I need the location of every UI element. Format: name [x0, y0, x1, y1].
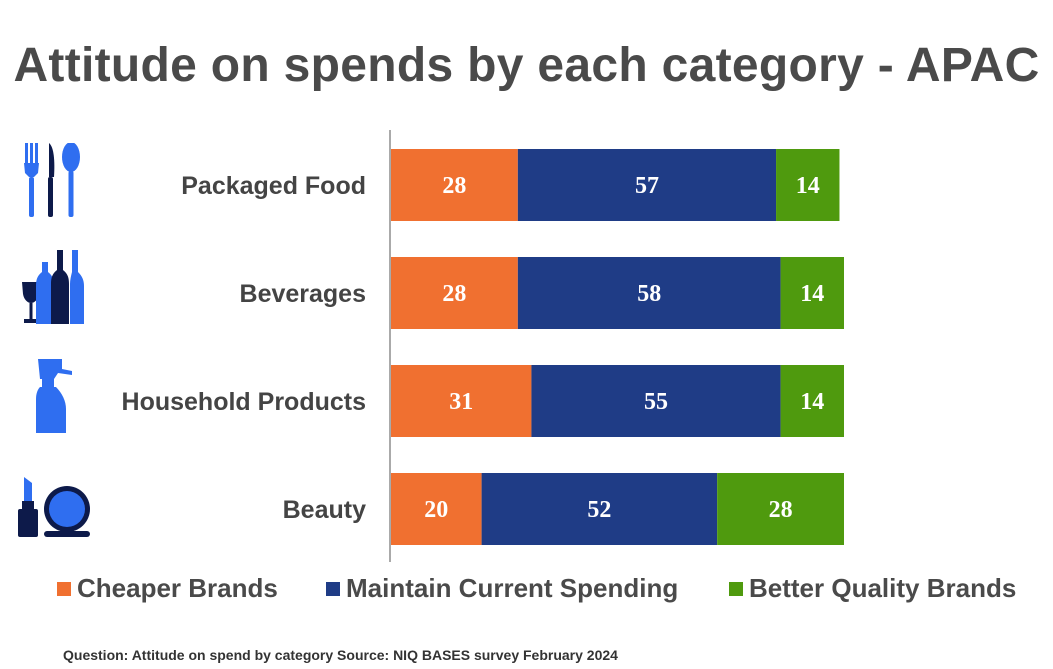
data-label-better-beauty: 28: [769, 497, 793, 523]
cutlery-icon: [24, 143, 80, 217]
category-label-beauty: Beauty: [283, 496, 366, 524]
data-label-better-beverages: 14: [800, 281, 824, 307]
legend-label-cheaper: Cheaper Brands: [77, 573, 278, 603]
chart-legend: Cheaper Brands Maintain Current Spending…: [57, 573, 1047, 607]
legend-item-better: Better Quality Brands: [729, 573, 1016, 604]
category-label-packaged-food: Packaged Food: [181, 172, 366, 200]
legend-label-maintain: Maintain Current Spending: [346, 573, 679, 603]
legend-swatch-cheaper: [57, 581, 71, 596]
legend-item-cheaper: Cheaper Brands: [57, 573, 278, 604]
bar-maintain-household-products: [531, 365, 781, 437]
category-label-beverages: Beverages: [240, 280, 366, 308]
chart-title: Attitude on spends by each category - AP…: [13, 39, 1040, 92]
data-label-maintain-beauty: 52: [587, 497, 611, 523]
bar-maintain-beverages: [517, 257, 781, 329]
data-label-better-packaged-food: 14: [796, 173, 820, 199]
legend-swatch-maintain: [326, 581, 340, 596]
bar-cheaper-household-products: [391, 365, 532, 437]
data-label-maintain-packaged-food: 57: [635, 173, 659, 199]
legend-swatch-better: [729, 581, 743, 596]
bar-cheaper-beauty: [391, 473, 482, 545]
data-label-maintain-household-products: 55: [644, 389, 668, 415]
bottles-glass-icon: [22, 250, 84, 324]
data-label-better-household-products: 14: [800, 389, 824, 415]
bar-cheaper-beverages: [391, 257, 518, 329]
legend-label-better: Better Quality Brands: [749, 573, 1017, 603]
legend-item-maintain: Maintain Current Spending: [326, 573, 678, 604]
data-label-cheaper-beverages: 28: [442, 281, 466, 307]
data-label-cheaper-beauty: 20: [424, 497, 448, 523]
data-label-cheaper-packaged-food: 28: [442, 173, 466, 199]
bar-better-household-products: [780, 365, 844, 437]
bar-cheaper-packaged-food: [391, 149, 518, 221]
data-label-maintain-beverages: 58: [637, 281, 661, 307]
bar-maintain-packaged-food: [517, 149, 777, 221]
bar-better-beauty: [717, 473, 844, 545]
category-label-household-products: Household Products: [122, 388, 366, 416]
bar-maintain-beauty: [481, 473, 718, 545]
source-footnote: Question: Attitude on spend by category …: [63, 647, 618, 663]
spray-bottle-icon: [36, 359, 72, 433]
bar-better-beverages: [780, 257, 844, 329]
bar-better-packaged-food: [776, 149, 840, 221]
data-label-cheaper-household-products: 31: [449, 389, 473, 415]
lipstick-compact-icon: [18, 477, 90, 537]
